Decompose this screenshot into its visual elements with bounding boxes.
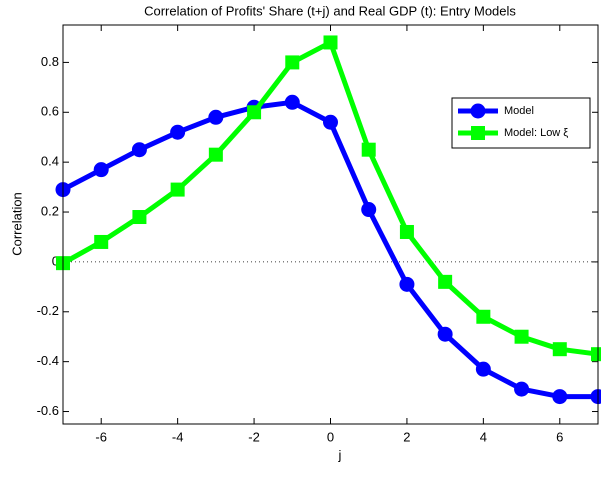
marker <box>438 274 453 289</box>
x-tick-label: 4 <box>480 429 487 444</box>
axes-box <box>62 24 599 425</box>
plot-area <box>63 25 598 424</box>
marker <box>591 347 601 362</box>
y-tick-label: 0.8 <box>41 54 59 69</box>
y-tick-label: -0.6 <box>37 403 59 418</box>
y-axis-label: Correlation <box>9 192 24 256</box>
marker <box>93 162 109 178</box>
marker <box>476 309 491 324</box>
x-tick-label: 2 <box>403 429 410 444</box>
legend-label: Model <box>504 105 534 117</box>
x-tick-label: -2 <box>248 429 260 444</box>
marker <box>514 329 529 344</box>
marker <box>208 109 224 125</box>
marker <box>170 124 186 140</box>
marker <box>208 147 223 162</box>
marker <box>399 276 415 292</box>
y-tick-label: -0.4 <box>37 353 59 368</box>
marker <box>285 55 300 70</box>
y-tick-label: 0.4 <box>41 154 59 169</box>
marker <box>284 94 300 110</box>
legend-marker <box>470 103 486 119</box>
x-tick-label: -6 <box>95 429 107 444</box>
marker <box>475 361 491 377</box>
marker <box>437 326 453 342</box>
x-tick-label: -4 <box>172 429 184 444</box>
marker <box>94 234 109 249</box>
marker <box>361 142 376 157</box>
y-tick-label: 0.6 <box>41 104 59 119</box>
marker <box>247 105 262 120</box>
x-tick-label: 0 <box>327 429 334 444</box>
y-tick-label: -0.2 <box>37 303 59 318</box>
marker <box>361 202 377 218</box>
marker <box>399 224 414 239</box>
marker <box>552 389 568 405</box>
marker <box>131 142 147 158</box>
x-tick-label: 6 <box>556 429 563 444</box>
marker <box>323 35 338 50</box>
chart-title: Correlation of Profits' Share (t+j) and … <box>144 3 516 18</box>
marker <box>323 114 338 130</box>
legend-label: Model: Low ξ <box>504 127 568 139</box>
marker <box>514 381 530 397</box>
marker <box>132 210 147 225</box>
x-axis-label: j <box>338 447 342 462</box>
y-tick-label: 0.2 <box>41 203 59 218</box>
legend-marker <box>471 126 485 140</box>
marker <box>170 182 185 197</box>
marker <box>552 342 567 357</box>
y-tick-label: 0 <box>52 253 59 268</box>
